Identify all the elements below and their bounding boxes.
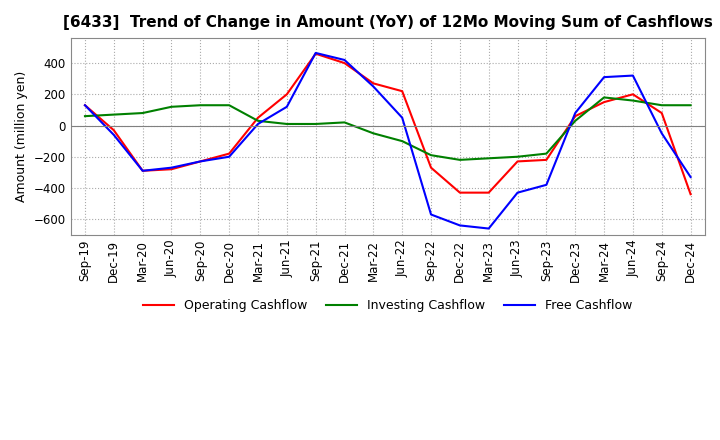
- Operating Cashflow: [629, 92, 637, 97]
- Free Cashflow: [167, 165, 176, 170]
- Operating Cashflow: [398, 88, 407, 94]
- Free Cashflow: [138, 168, 147, 173]
- Operating Cashflow: [542, 157, 551, 162]
- Operating Cashflow: [427, 165, 436, 170]
- Investing Cashflow: [600, 95, 608, 100]
- Investing Cashflow: [369, 131, 378, 136]
- Free Cashflow: [686, 174, 695, 180]
- Operating Cashflow: [167, 167, 176, 172]
- Free Cashflow: [513, 190, 522, 195]
- Free Cashflow: [657, 131, 666, 136]
- Free Cashflow: [542, 182, 551, 187]
- Y-axis label: Amount (million yen): Amount (million yen): [15, 71, 28, 202]
- Operating Cashflow: [513, 159, 522, 164]
- Free Cashflow: [427, 212, 436, 217]
- Operating Cashflow: [456, 190, 464, 195]
- Line: Free Cashflow: Free Cashflow: [85, 53, 690, 228]
- Operating Cashflow: [340, 60, 348, 66]
- Investing Cashflow: [282, 121, 291, 127]
- Operating Cashflow: [369, 81, 378, 86]
- Investing Cashflow: [571, 118, 580, 124]
- Title: [6433]  Trend of Change in Amount (YoY) of 12Mo Moving Sum of Cashflows: [6433] Trend of Change in Amount (YoY) o…: [63, 15, 713, 30]
- Operating Cashflow: [109, 128, 118, 133]
- Free Cashflow: [81, 103, 89, 108]
- Operating Cashflow: [225, 151, 233, 156]
- Line: Operating Cashflow: Operating Cashflow: [85, 54, 690, 194]
- Investing Cashflow: [629, 98, 637, 103]
- Free Cashflow: [340, 57, 348, 62]
- Free Cashflow: [629, 73, 637, 78]
- Investing Cashflow: [138, 110, 147, 116]
- Free Cashflow: [253, 121, 262, 127]
- Operating Cashflow: [311, 51, 320, 56]
- Operating Cashflow: [485, 190, 493, 195]
- Investing Cashflow: [311, 121, 320, 127]
- Investing Cashflow: [109, 112, 118, 117]
- Legend: Operating Cashflow, Investing Cashflow, Free Cashflow: Operating Cashflow, Investing Cashflow, …: [138, 294, 638, 317]
- Free Cashflow: [456, 223, 464, 228]
- Free Cashflow: [398, 115, 407, 121]
- Investing Cashflow: [657, 103, 666, 108]
- Operating Cashflow: [253, 115, 262, 121]
- Free Cashflow: [571, 110, 580, 116]
- Operating Cashflow: [81, 103, 89, 108]
- Investing Cashflow: [456, 157, 464, 162]
- Investing Cashflow: [81, 114, 89, 119]
- Operating Cashflow: [571, 114, 580, 119]
- Investing Cashflow: [542, 151, 551, 156]
- Investing Cashflow: [253, 118, 262, 124]
- Investing Cashflow: [398, 139, 407, 144]
- Free Cashflow: [109, 132, 118, 138]
- Investing Cashflow: [686, 103, 695, 108]
- Operating Cashflow: [600, 99, 608, 105]
- Investing Cashflow: [225, 103, 233, 108]
- Operating Cashflow: [196, 159, 204, 164]
- Investing Cashflow: [167, 104, 176, 110]
- Free Cashflow: [282, 104, 291, 110]
- Operating Cashflow: [138, 168, 147, 173]
- Free Cashflow: [369, 84, 378, 89]
- Operating Cashflow: [282, 92, 291, 97]
- Free Cashflow: [311, 50, 320, 55]
- Operating Cashflow: [657, 110, 666, 116]
- Line: Investing Cashflow: Investing Cashflow: [85, 97, 690, 160]
- Free Cashflow: [225, 154, 233, 159]
- Investing Cashflow: [485, 156, 493, 161]
- Free Cashflow: [485, 226, 493, 231]
- Investing Cashflow: [340, 120, 348, 125]
- Operating Cashflow: [686, 191, 695, 197]
- Investing Cashflow: [427, 153, 436, 158]
- Free Cashflow: [600, 74, 608, 80]
- Investing Cashflow: [196, 103, 204, 108]
- Investing Cashflow: [513, 154, 522, 159]
- Free Cashflow: [196, 159, 204, 164]
